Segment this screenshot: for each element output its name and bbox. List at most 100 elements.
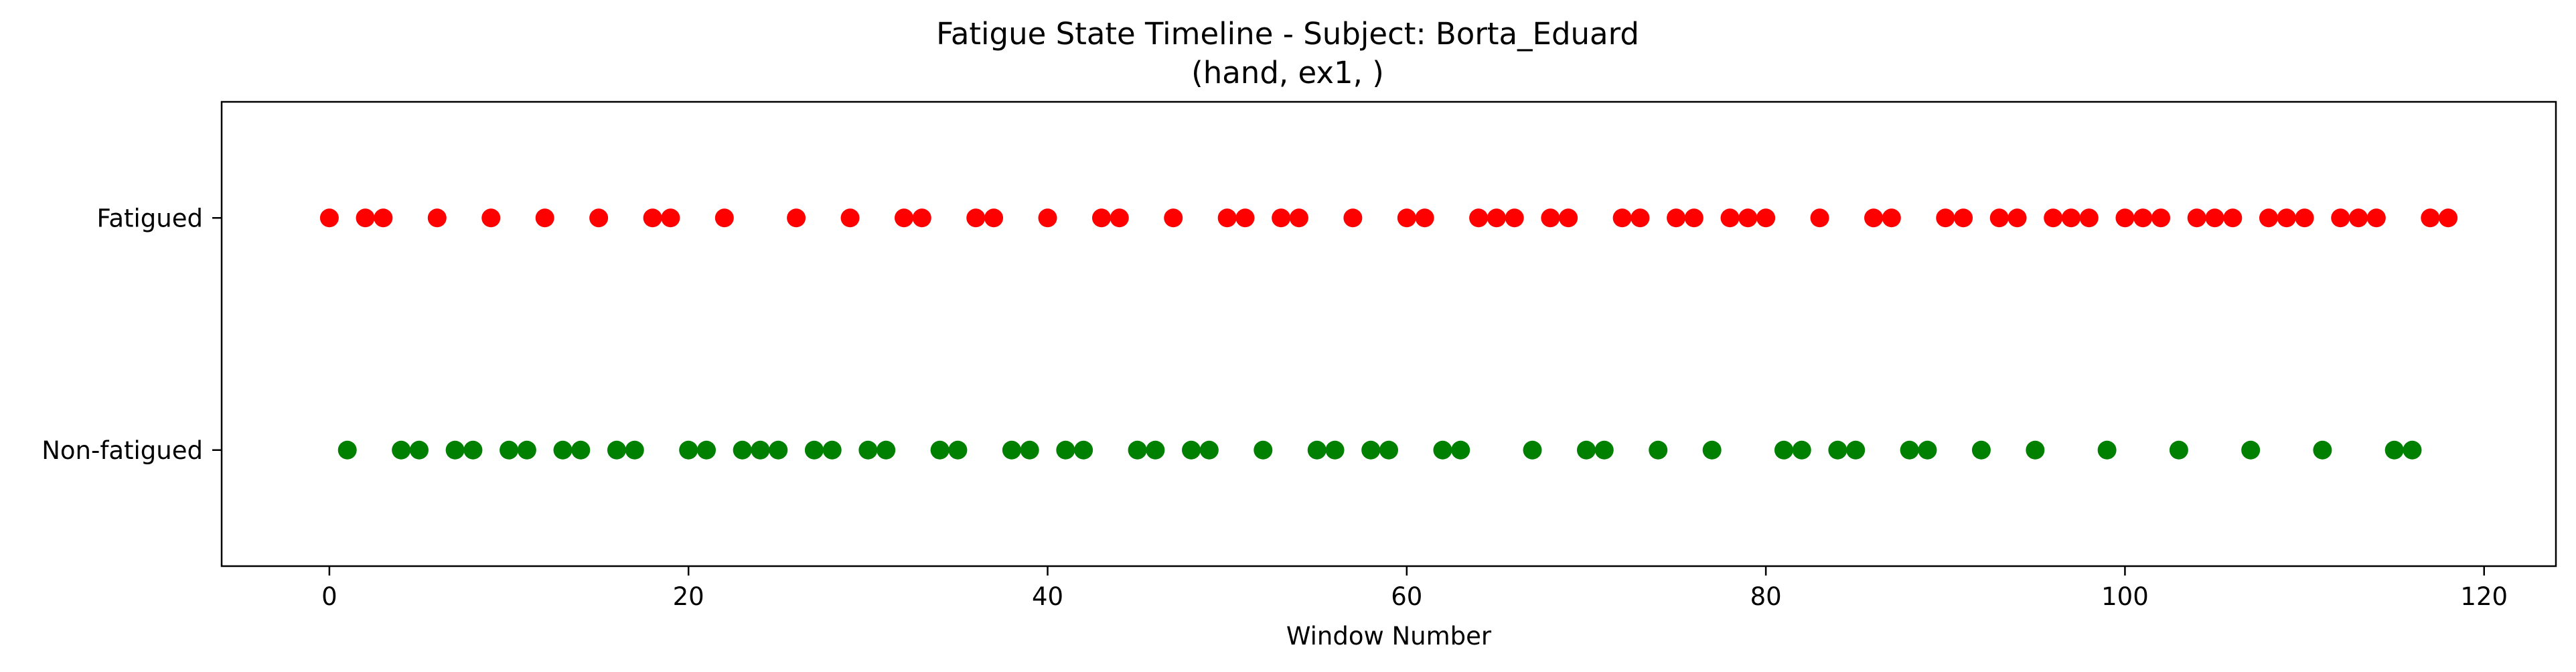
fatigued-point xyxy=(984,208,1004,228)
fatigued-point xyxy=(1738,208,1758,228)
non-fatigued-point xyxy=(1307,440,1327,460)
non-fatigued-point xyxy=(858,440,878,460)
non-fatigued-point xyxy=(877,440,896,460)
non-fatigued-point xyxy=(822,440,842,460)
non-fatigued-point xyxy=(2026,440,2045,460)
non-fatigued-point xyxy=(463,440,483,460)
non-fatigued-point xyxy=(1702,440,1722,460)
fatigued-point xyxy=(319,208,339,228)
non-fatigued-point xyxy=(1828,440,1847,460)
fatigued-point xyxy=(535,208,554,228)
x-tick-label: 20 xyxy=(673,582,704,611)
fatigued-point xyxy=(1864,208,1884,228)
fatigued-point xyxy=(1882,208,1901,228)
fatigued-point xyxy=(1110,208,1129,228)
fatigued-point xyxy=(589,208,609,228)
fatigued-point xyxy=(787,208,806,228)
non-fatigued-point xyxy=(392,440,411,460)
non-fatigued-point xyxy=(1128,440,1147,460)
fatigued-point xyxy=(2421,208,2440,228)
fatigued-point xyxy=(2187,208,2206,228)
fatigued-point xyxy=(1756,208,1776,228)
fatigued-point xyxy=(714,208,734,228)
fatigued-point xyxy=(912,208,931,228)
non-fatigued-point xyxy=(1325,440,1345,460)
fatigued-point xyxy=(1343,208,1363,228)
fatigued-point xyxy=(966,208,986,228)
fatigued-point xyxy=(374,208,393,228)
non-fatigued-point xyxy=(1379,440,1398,460)
non-fatigued-point xyxy=(1576,440,1596,460)
non-fatigued-point xyxy=(948,440,968,460)
fatigued-point xyxy=(1684,208,1703,228)
fatigued-point xyxy=(1038,208,1057,228)
non-fatigued-point xyxy=(500,440,519,460)
fatigued-point xyxy=(1272,208,1291,228)
fatigued-point xyxy=(1559,208,1578,228)
fatigued-point xyxy=(1505,208,1524,228)
non-fatigued-point xyxy=(1074,440,1093,460)
non-fatigued-point xyxy=(517,440,536,460)
fatigued-point xyxy=(1235,208,1255,228)
fatigued-point xyxy=(2115,208,2135,228)
fatigued-point xyxy=(481,208,501,228)
non-fatigued-point xyxy=(553,440,573,460)
fatigued-point xyxy=(1612,208,1632,228)
non-fatigued-point xyxy=(1199,440,1219,460)
x-axis-label: Window Number xyxy=(1286,622,1492,651)
non-fatigued-point xyxy=(1056,440,1075,460)
non-fatigued-point xyxy=(1918,440,1937,460)
fatigued-point xyxy=(661,208,680,228)
non-fatigued-point xyxy=(1900,440,1919,460)
non-fatigued-point xyxy=(930,440,950,460)
non-fatigued-point xyxy=(1002,440,1021,460)
fatigued-point xyxy=(1469,208,1489,228)
non-fatigued-point xyxy=(1433,440,1452,460)
non-fatigued-point xyxy=(1020,440,1039,460)
fatigued-point xyxy=(2151,208,2171,228)
fatigued-point xyxy=(1415,208,1434,228)
fatigued-point xyxy=(1989,208,2009,228)
x-tick-label: 100 xyxy=(2101,582,2149,611)
fatigued-point xyxy=(2061,208,2080,228)
fatigued-point xyxy=(2133,208,2153,228)
non-fatigued-point xyxy=(571,440,591,460)
fatigued-point xyxy=(2349,208,2368,228)
plot-frame xyxy=(220,100,2557,567)
non-fatigued-point xyxy=(337,440,357,460)
non-fatigued-point xyxy=(1523,440,1542,460)
fatigued-point xyxy=(356,208,375,228)
non-fatigued-point xyxy=(1182,440,1201,460)
fatigued-point xyxy=(894,208,913,228)
y-tick-label: Fatigued xyxy=(96,204,203,232)
non-fatigued-point xyxy=(2097,440,2117,460)
fatigued-point xyxy=(2044,208,2063,228)
non-fatigued-point xyxy=(733,440,752,460)
fatigued-point xyxy=(1810,208,1829,228)
non-fatigued-point xyxy=(1792,440,1811,460)
non-fatigued-point xyxy=(769,440,788,460)
non-fatigued-point xyxy=(2384,440,2404,460)
fatigued-point xyxy=(1487,208,1506,228)
fatigued-point xyxy=(2439,208,2458,228)
fatigued-point xyxy=(1091,208,1111,228)
data-points xyxy=(319,208,2458,460)
x-tick-label: 60 xyxy=(1391,582,1422,611)
non-fatigued-point xyxy=(1254,440,1273,460)
non-fatigued-point xyxy=(445,440,465,460)
y-tick-label: Non-fatigued xyxy=(42,436,203,465)
x-tick-label: 80 xyxy=(1750,582,1782,611)
fatigued-point xyxy=(643,208,662,228)
non-fatigued-point xyxy=(1361,440,1381,460)
non-fatigued-point xyxy=(625,440,644,460)
fatigued-point xyxy=(2223,208,2243,228)
chart-subtitle: (hand, ex1, ) xyxy=(1191,55,1384,90)
non-fatigued-point xyxy=(1451,440,1470,460)
non-fatigued-point xyxy=(1594,440,1614,460)
fatigued-point xyxy=(1954,208,1973,228)
non-fatigued-point xyxy=(2169,440,2188,460)
non-fatigued-point xyxy=(409,440,429,460)
fatigued-point xyxy=(2259,208,2278,228)
y-axis-ticks: Non-fatigued Fatigued xyxy=(42,204,222,465)
